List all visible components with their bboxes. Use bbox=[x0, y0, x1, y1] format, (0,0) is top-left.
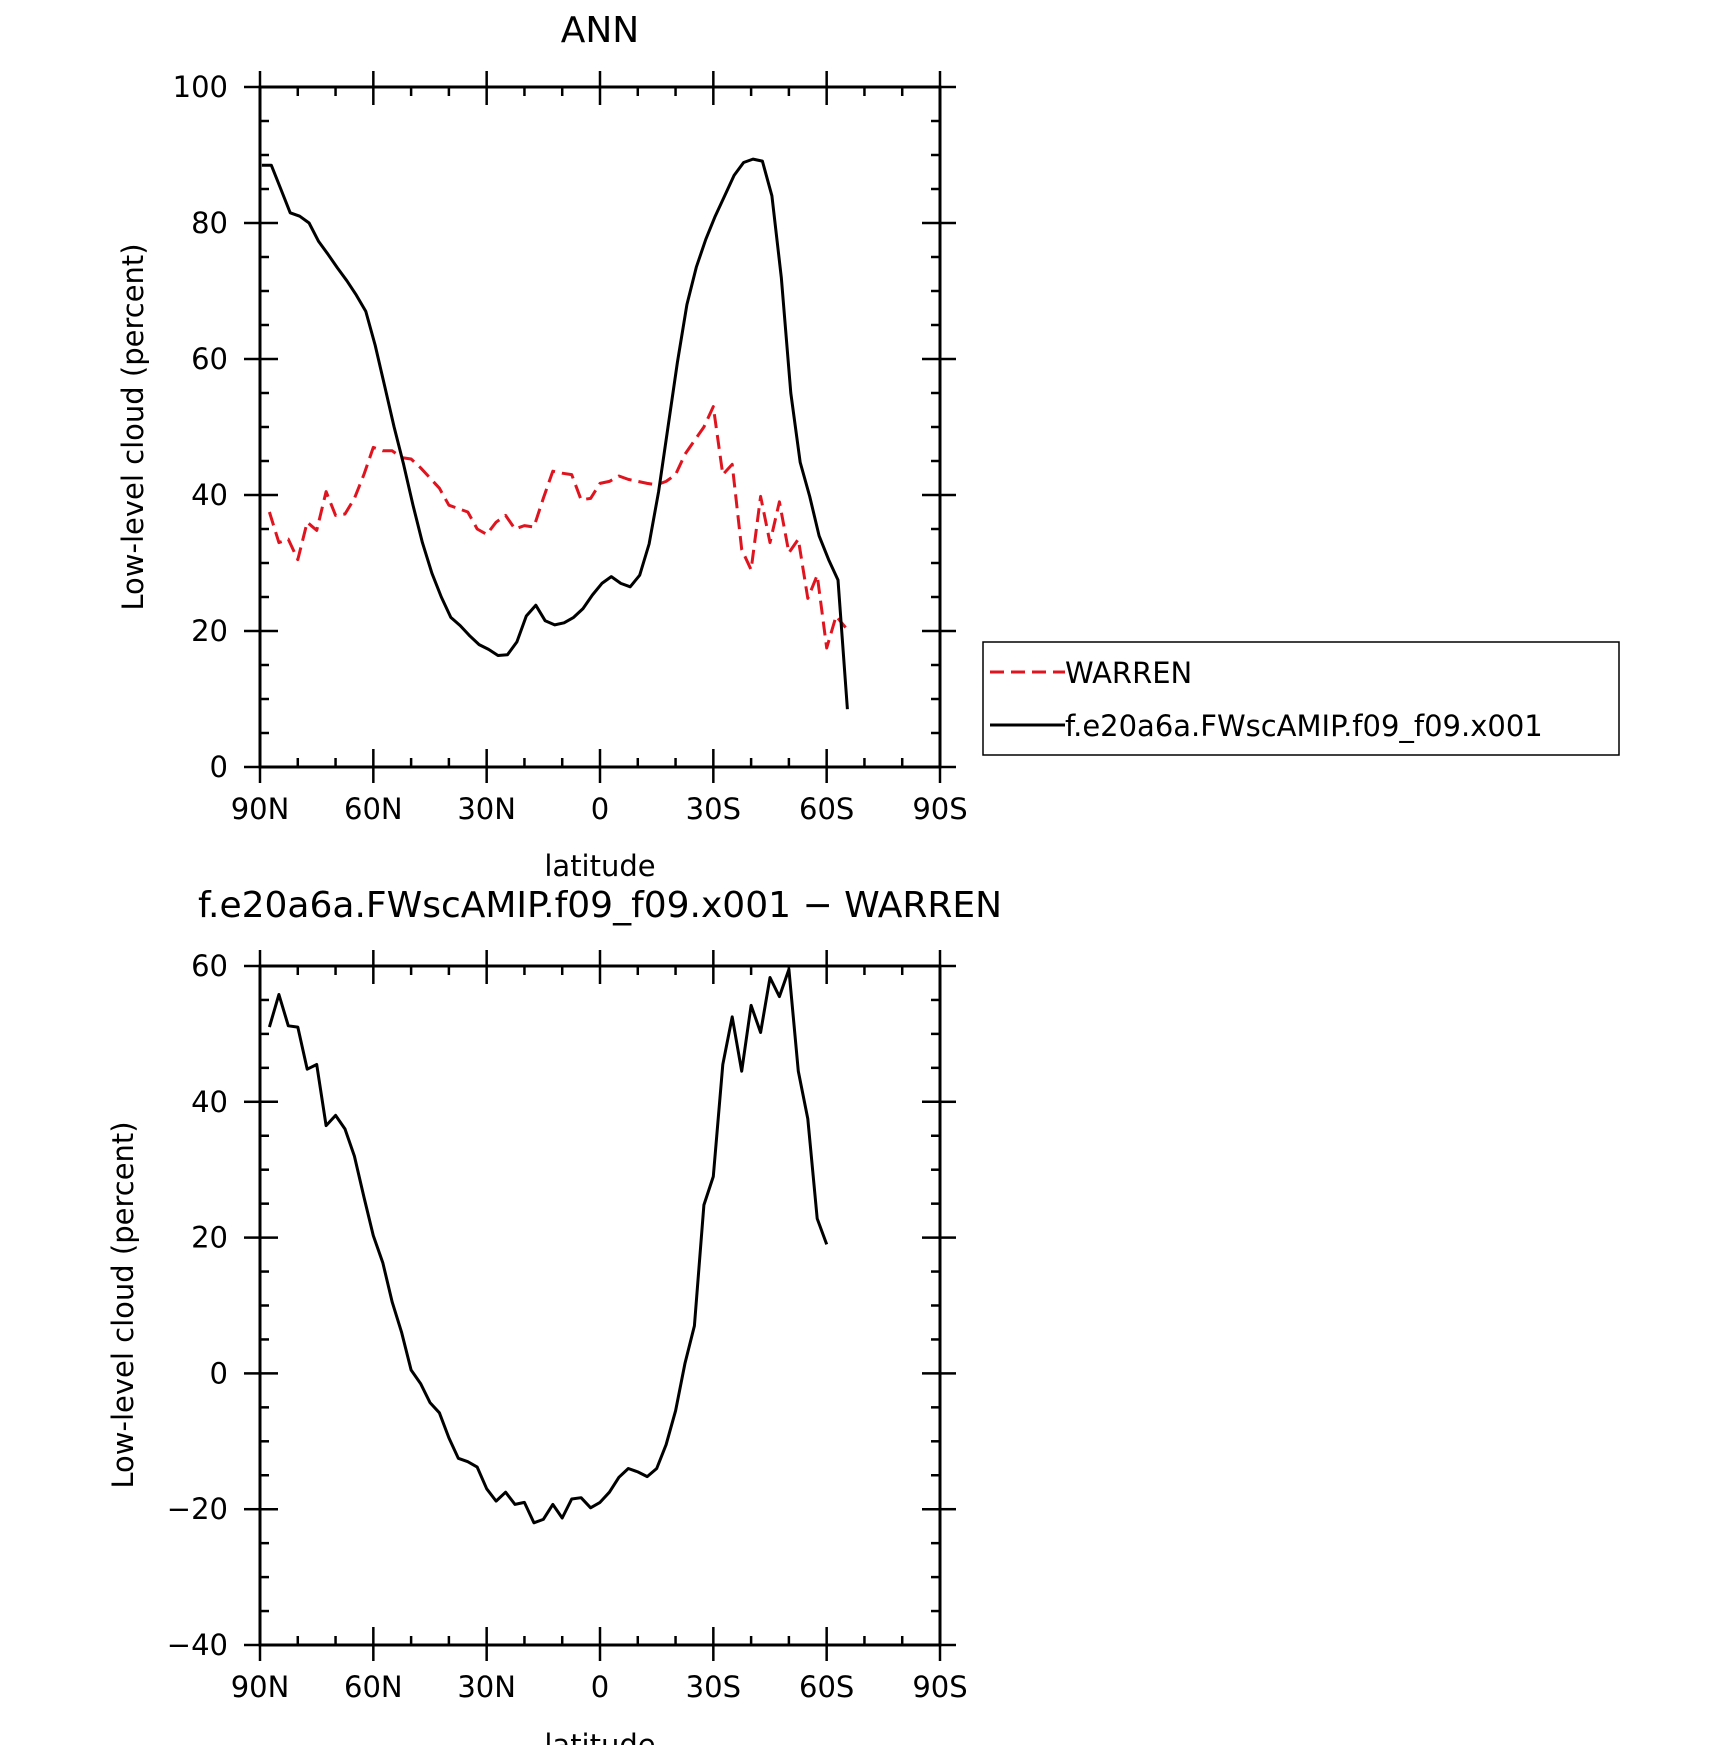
top-series-line-warren bbox=[267, 405, 847, 650]
top-chart-title: ANN bbox=[561, 10, 640, 51]
bottom-y-tick-label: 20 bbox=[191, 1221, 228, 1255]
top-x-tick-label: 60S bbox=[799, 792, 854, 826]
top-x-tick-label: 90N bbox=[231, 792, 290, 826]
top-y-axis-label: Low-level cloud (percent) bbox=[116, 243, 150, 610]
bottom-x-tick-label: 30N bbox=[457, 1670, 516, 1704]
top-series-line-f-e20a6a-fwscamip-f09-f09-x001 bbox=[261, 157, 849, 710]
bottom-x-tick-label: 90S bbox=[912, 1670, 967, 1704]
legend-box bbox=[982, 641, 1620, 756]
top-series bbox=[261, 157, 849, 710]
legend-model-label: f.e20a6a.FWscAMIP.f09_f09.x001 bbox=[1065, 709, 1543, 743]
top-y-tick-label: 0 bbox=[210, 750, 228, 784]
bottom-panel: f.e20a6a.FWscAMIP.f09_f09.x001 − WARREN … bbox=[106, 885, 1002, 1745]
bottom-y-axis-label: Low-level cloud (percent) bbox=[106, 1121, 140, 1488]
bottom-y-tick-label: 60 bbox=[191, 949, 228, 983]
bottom-chart-title: f.e20a6a.FWscAMIP.f09_f09.x001 − WARREN bbox=[198, 885, 1002, 926]
top-tick-labels: 90N 60N 30N 0 30S 60S 90S 0 20 40 60 80 100 bbox=[173, 70, 968, 826]
top-ticks bbox=[244, 71, 956, 783]
bottom-ticks bbox=[244, 950, 956, 1661]
top-y-tick-label: 100 bbox=[173, 70, 228, 104]
top-x-axis-label: latitude bbox=[544, 849, 655, 883]
legend-warren-label: WARREN bbox=[1065, 656, 1192, 690]
top-x-tick-label: 90S bbox=[912, 792, 967, 826]
top-y-tick-label: 60 bbox=[191, 342, 228, 376]
top-y-tick-label: 20 bbox=[191, 614, 228, 648]
top-x-tick-label: 0 bbox=[591, 792, 609, 826]
top-y-tick-label: 40 bbox=[191, 478, 228, 512]
bottom-x-axis-label: latitude bbox=[544, 1728, 655, 1745]
legend: WARREN f.e20a6a.FWscAMIP.f09_f09.x001 bbox=[982, 641, 1620, 756]
bottom-y-tick-label: −40 bbox=[167, 1628, 228, 1662]
bottom-series-line-difference bbox=[267, 967, 829, 1525]
bottom-x-tick-label: 30S bbox=[686, 1670, 741, 1704]
bottom-y-tick-label: −20 bbox=[167, 1492, 228, 1526]
bottom-plot-frame bbox=[258, 964, 942, 1647]
bottom-x-tick-label: 60S bbox=[799, 1670, 854, 1704]
bottom-x-tick-label: 60N bbox=[344, 1670, 403, 1704]
bottom-series bbox=[267, 967, 829, 1525]
bottom-x-tick-label: 0 bbox=[591, 1670, 609, 1704]
top-y-tick-label: 80 bbox=[191, 206, 228, 240]
bottom-y-tick-label: 40 bbox=[191, 1085, 228, 1119]
top-x-tick-label: 30S bbox=[686, 792, 741, 826]
top-x-tick-label: 30N bbox=[457, 792, 516, 826]
top-panel: ANN 90N 60N 30N 0 30S 60S 90S 0 20 40 60 80 100 lati… bbox=[116, 10, 968, 883]
bottom-y-tick-label: 0 bbox=[210, 1356, 228, 1390]
bottom-x-tick-label: 90N bbox=[231, 1670, 290, 1704]
top-plot-frame bbox=[258, 85, 942, 769]
top-x-tick-label: 60N bbox=[344, 792, 403, 826]
bottom-tick-labels: 90N 60N 30N 0 30S 60S 90S −40 −20 0 20 40 60 bbox=[167, 949, 968, 1704]
